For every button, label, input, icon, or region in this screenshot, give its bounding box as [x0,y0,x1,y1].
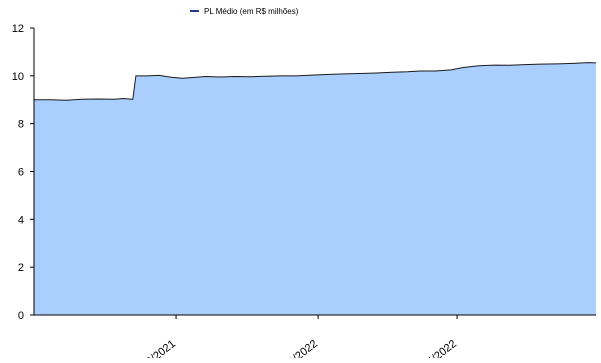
y-tick-label: 4 [18,214,24,226]
series-line [34,62,597,101]
y-axis-ticks: 0 2 4 6 8 10 12 [12,23,34,322]
x-tick-label: 01/2022 [281,338,320,358]
y-tick-label: 2 [18,262,24,274]
x-axis-ticks: 10/2021 01/2022 04/2022 [139,315,459,363]
y-tick-label: 12 [12,23,24,35]
y-tick-label: 8 [18,119,24,131]
y-tick-label: 0 [18,310,24,322]
series-area [34,62,596,316]
y-tick-label: 10 [12,71,24,83]
x-tick-label: 10/2021 [139,338,178,358]
x-tick-label: 04/2022 [420,338,459,358]
legend-label: PL Médio (em R$ milhões) [204,7,299,16]
legend: PL Médio (em R$ milhões) [190,7,299,16]
plot-area [34,62,597,316]
y-tick-label: 6 [18,167,24,179]
